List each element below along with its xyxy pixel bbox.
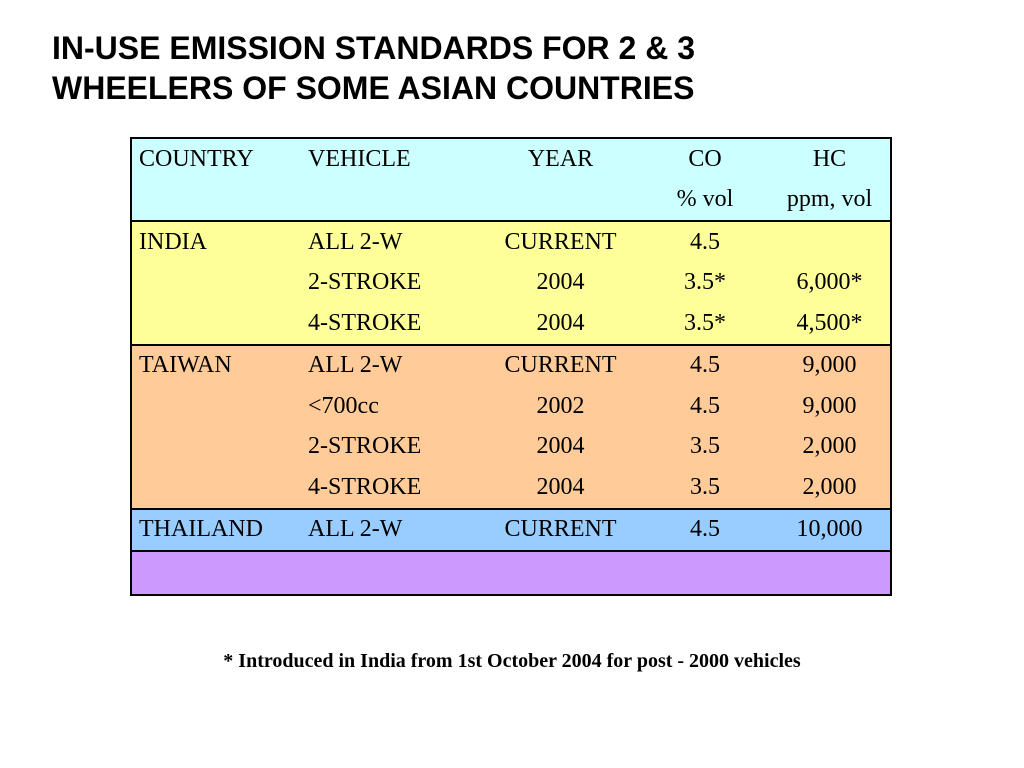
header-country: COUNTRY <box>139 145 254 172</box>
thailand-section: THAILAND ALL 2-W CURRENT 4.5 10,000 <box>132 509 890 552</box>
cell-year: 2004 <box>536 433 585 460</box>
cell-vehicle: 2-STROKE <box>308 269 422 296</box>
cell-country: THAILAND <box>139 516 263 543</box>
cell-year: 2004 <box>536 309 585 336</box>
taiwan-section: TAIWAN ALL 2-W CURRENT 4.5 9,000 <700cc … <box>132 345 890 510</box>
table-row: <700cc 2002 4.5 9,000 <box>132 386 890 427</box>
page-title: IN-USE EMISSION STANDARDS FOR 2 & 3 WHEE… <box>52 28 695 108</box>
cell-hc: 6,000* <box>796 269 863 296</box>
cell-year: CURRENT <box>504 352 617 379</box>
header-row: COUNTRY VEHICLE YEAR CO HC <box>132 139 890 180</box>
title-line-1: IN-USE EMISSION STANDARDS FOR 2 & 3 <box>52 30 696 66</box>
cell-year: 2002 <box>536 392 585 419</box>
cell-hc: 4,500* <box>796 309 863 336</box>
table-row: TAIWAN ALL 2-W CURRENT 4.5 9,000 <box>132 346 890 387</box>
cell-co: 4.5 <box>690 352 720 379</box>
cell-year: 2004 <box>536 269 585 296</box>
cell-country: TAIWAN <box>139 352 232 379</box>
cell-co: 3.5* <box>684 269 726 296</box>
cell-vehicle: 2-STROKE <box>308 433 422 460</box>
cell-hc: 10,000 <box>796 516 863 543</box>
cell-co: 3.5 <box>690 473 720 500</box>
cell-co: 4.5 <box>690 516 720 543</box>
cell-vehicle: <700cc <box>308 392 379 419</box>
cell-co: 3.5 <box>690 433 720 460</box>
header-co-unit: % vol <box>676 186 734 213</box>
cell-vehicle: ALL 2-W <box>308 516 403 543</box>
header-co: CO <box>688 145 722 172</box>
footnote: * Introduced in India from 1st October 2… <box>223 650 801 672</box>
cell-country: INDIA <box>139 228 207 255</box>
cell-hc: 9,000 <box>802 392 857 419</box>
cell-co: 3.5* <box>684 309 726 336</box>
cell-vehicle: ALL 2-W <box>308 352 403 379</box>
empty-section <box>132 552 890 594</box>
cell-co: 4.5 <box>690 228 720 255</box>
cell-co: 4.5 <box>690 392 720 419</box>
table-row: 4-STROKE 2004 3.5* 4,500* <box>132 303 890 344</box>
header-hc-unit: ppm, vol <box>786 186 873 213</box>
cell-year: CURRENT <box>504 228 617 255</box>
table-row: 4-STROKE 2004 3.5 2,000 <box>132 467 890 508</box>
cell-year: 2004 <box>536 473 585 500</box>
emission-standards-table: COUNTRY VEHICLE YEAR CO HC % vol ppm, vo… <box>130 137 892 596</box>
table-row: 2-STROKE 2004 3.5* 6,000* <box>132 263 890 304</box>
cell-vehicle: 4-STROKE <box>308 473 422 500</box>
table-row: INDIA ALL 2-W CURRENT 4.5 <box>132 222 890 263</box>
table-header: COUNTRY VEHICLE YEAR CO HC % vol ppm, vo… <box>132 139 890 222</box>
table-row: 2-STROKE 2004 3.5 2,000 <box>132 427 890 468</box>
header-units-row: % vol ppm, vol <box>132 180 890 221</box>
header-hc: HC <box>812 145 847 172</box>
cell-vehicle: ALL 2-W <box>308 228 403 255</box>
title-line-2: WHEELERS OF SOME ASIAN COUNTRIES <box>52 70 695 106</box>
header-year: YEAR <box>527 145 594 172</box>
cell-vehicle: 4-STROKE <box>308 309 422 336</box>
india-section: INDIA ALL 2-W CURRENT 4.5 2-STROKE 2004 … <box>132 222 890 346</box>
cell-year: CURRENT <box>504 516 617 543</box>
cell-hc: 2,000 <box>802 473 857 500</box>
cell-hc: 2,000 <box>802 433 857 460</box>
cell-hc: 9,000 <box>802 352 857 379</box>
header-vehicle: VEHICLE <box>308 145 411 172</box>
table-row: THAILAND ALL 2-W CURRENT 4.5 10,000 <box>132 510 890 551</box>
